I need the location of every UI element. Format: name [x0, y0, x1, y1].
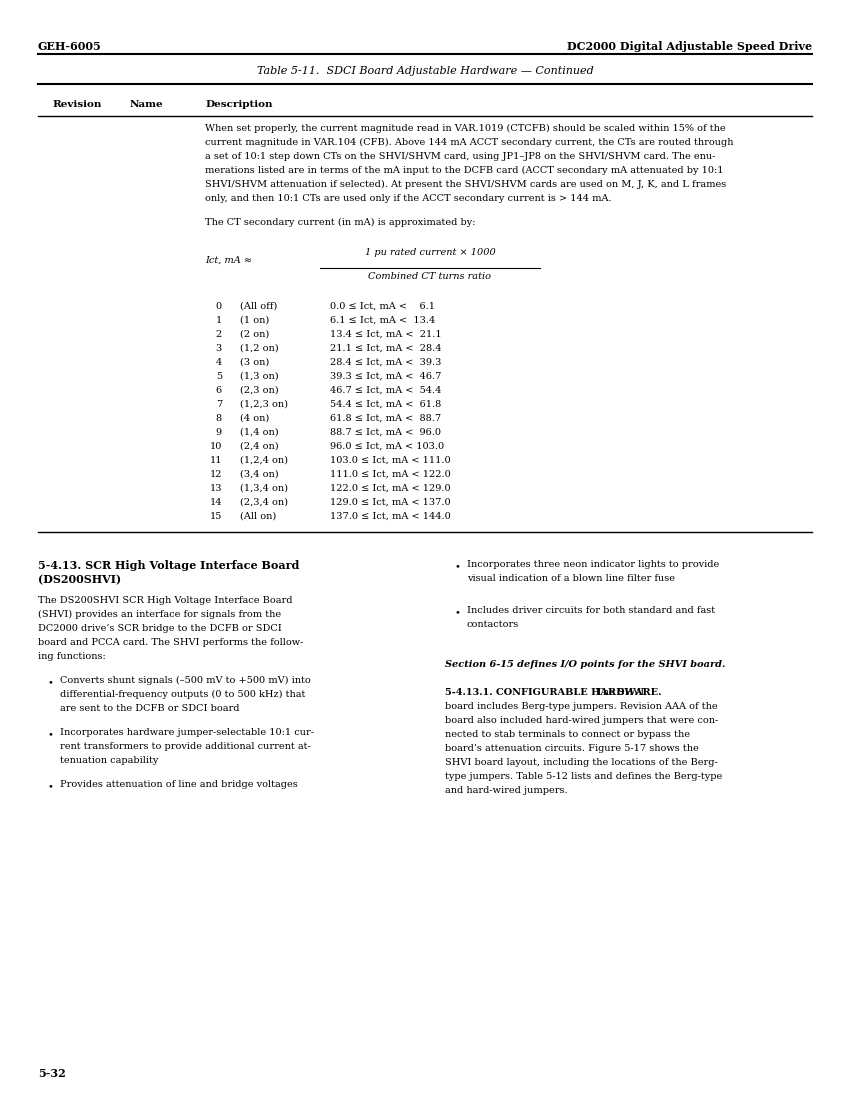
- Text: 10: 10: [210, 442, 222, 451]
- Text: (4 on): (4 on): [240, 414, 269, 424]
- Text: and hard-wired jumpers.: and hard-wired jumpers.: [445, 786, 568, 795]
- Text: Revision: Revision: [52, 100, 101, 109]
- Text: 15: 15: [210, 512, 222, 521]
- Text: 9: 9: [216, 428, 222, 437]
- Text: board and PCCA card. The SHVI performs the follow-: board and PCCA card. The SHVI performs t…: [38, 638, 303, 647]
- Text: type jumpers. Table 5-12 lists and defines the Berg-type: type jumpers. Table 5-12 lists and defin…: [445, 772, 722, 781]
- Text: (All on): (All on): [240, 512, 276, 521]
- Text: (DS200SHVI): (DS200SHVI): [38, 574, 121, 585]
- Text: (2,4 on): (2,4 on): [240, 442, 279, 451]
- Text: 28.4 ≤ Ict, mA <  39.3: 28.4 ≤ Ict, mA < 39.3: [330, 358, 441, 367]
- Text: (2,3 on): (2,3 on): [240, 386, 279, 395]
- Text: 5-4.13. SCR High Voltage Interface Board: 5-4.13. SCR High Voltage Interface Board: [38, 560, 299, 571]
- Text: The CT secondary current (in mA) is approximated by:: The CT secondary current (in mA) is appr…: [205, 218, 475, 227]
- Text: a set of 10:1 step down CTs on the SHVI/SHVM card, using JP1–JP8 on the SHVI/SHV: a set of 10:1 step down CTs on the SHVI/…: [205, 152, 716, 161]
- Text: (1,4 on): (1,4 on): [240, 428, 279, 437]
- Text: 0.0 ≤ Ict, mA <    6.1: 0.0 ≤ Ict, mA < 6.1: [330, 302, 435, 311]
- Text: are sent to the DCFB or SDCI board: are sent to the DCFB or SDCI board: [60, 704, 240, 713]
- Text: DC2000 Digital Adjustable Speed Drive: DC2000 Digital Adjustable Speed Drive: [567, 41, 812, 52]
- Text: GEH-6005: GEH-6005: [38, 41, 102, 52]
- Text: •: •: [48, 730, 54, 739]
- Text: 129.0 ≤ Ict, mA < 137.0: 129.0 ≤ Ict, mA < 137.0: [330, 498, 450, 507]
- Text: differential-frequency outputs (0 to 500 kHz) that: differential-frequency outputs (0 to 500…: [60, 690, 305, 700]
- Text: contactors: contactors: [467, 620, 519, 629]
- Text: 88.7 ≤ Ict, mA <  96.0: 88.7 ≤ Ict, mA < 96.0: [330, 428, 441, 437]
- Text: 6: 6: [216, 386, 222, 395]
- Text: The DS200SHVI SCR High Voltage Interface Board: The DS200SHVI SCR High Voltage Interface…: [38, 596, 292, 605]
- Text: SHVI/SHVM attenuation if selected). At present the SHVI/SHVM cards are used on M: SHVI/SHVM attenuation if selected). At p…: [205, 180, 726, 189]
- Text: current magnitude in VAR.104 (CFB). Above 144 mA ACCT secondary current, the CTs: current magnitude in VAR.104 (CFB). Abov…: [205, 138, 734, 147]
- Text: 12: 12: [209, 470, 222, 478]
- Text: 13.4 ≤ Ict, mA <  21.1: 13.4 ≤ Ict, mA < 21.1: [330, 330, 442, 339]
- Text: 0: 0: [216, 302, 222, 311]
- Text: visual indication of a blown line filter fuse: visual indication of a blown line filter…: [467, 574, 675, 583]
- Text: 1: 1: [216, 316, 222, 324]
- Text: board includes Berg-type jumpers. Revision AAA of the: board includes Berg-type jumpers. Revisi…: [445, 702, 717, 711]
- Text: Description: Description: [205, 100, 273, 109]
- Text: 3: 3: [216, 344, 222, 353]
- Text: 13: 13: [209, 484, 222, 493]
- Text: (1,2 on): (1,2 on): [240, 344, 279, 353]
- Text: 21.1 ≤ Ict, mA <  28.4: 21.1 ≤ Ict, mA < 28.4: [330, 344, 441, 353]
- Text: board’s attenuation circuits. Figure 5-17 shows the: board’s attenuation circuits. Figure 5-1…: [445, 744, 699, 754]
- Text: DC2000 drive’s SCR bridge to the DCFB or SDCI: DC2000 drive’s SCR bridge to the DCFB or…: [38, 624, 281, 632]
- Text: 39.3 ≤ Ict, mA <  46.7: 39.3 ≤ Ict, mA < 46.7: [330, 372, 441, 381]
- Text: (3 on): (3 on): [240, 358, 269, 367]
- Text: Name: Name: [130, 100, 163, 109]
- Text: 96.0 ≤ Ict, mA < 103.0: 96.0 ≤ Ict, mA < 103.0: [330, 442, 444, 451]
- Text: Incorporates hardware jumper-selectable 10:1 cur-: Incorporates hardware jumper-selectable …: [60, 728, 314, 737]
- Text: •: •: [455, 562, 461, 571]
- Text: 111.0 ≤ Ict, mA < 122.0: 111.0 ≤ Ict, mA < 122.0: [330, 470, 450, 478]
- Text: 46.7 ≤ Ict, mA <  54.4: 46.7 ≤ Ict, mA < 54.4: [330, 386, 441, 395]
- Text: The SHVI: The SHVI: [593, 688, 644, 697]
- Text: Table 5-11.  SDCI Board Adjustable Hardware — Continued: Table 5-11. SDCI Board Adjustable Hardwa…: [257, 66, 593, 76]
- Text: •: •: [48, 678, 54, 688]
- Text: Provides attenuation of line and bridge voltages: Provides attenuation of line and bridge …: [60, 780, 298, 789]
- Text: (All off): (All off): [240, 302, 277, 311]
- Text: (SHVI) provides an interface for signals from the: (SHVI) provides an interface for signals…: [38, 610, 281, 619]
- Text: (1,3,4 on): (1,3,4 on): [240, 484, 288, 493]
- Text: (3,4 on): (3,4 on): [240, 470, 279, 478]
- Text: tenuation capability: tenuation capability: [60, 756, 158, 764]
- Text: (1 on): (1 on): [240, 316, 269, 324]
- Text: rent transformers to provide additional current at-: rent transformers to provide additional …: [60, 742, 311, 751]
- Text: When set properly, the current magnitude read in VAR.1019 (CTCFB) should be scal: When set properly, the current magnitude…: [205, 124, 726, 133]
- Text: Incorporates three neon indicator lights to provide: Incorporates three neon indicator lights…: [467, 560, 719, 569]
- Text: Combined CT turns ratio: Combined CT turns ratio: [369, 272, 491, 280]
- Text: 122.0 ≤ Ict, mA < 129.0: 122.0 ≤ Ict, mA < 129.0: [330, 484, 450, 493]
- Text: (1,2,3 on): (1,2,3 on): [240, 400, 288, 409]
- Text: nected to stab terminals to connect or bypass the: nected to stab terminals to connect or b…: [445, 730, 690, 739]
- Text: board also included hard-wired jumpers that were con-: board also included hard-wired jumpers t…: [445, 716, 718, 725]
- Text: 103.0 ≤ Ict, mA < 111.0: 103.0 ≤ Ict, mA < 111.0: [330, 456, 450, 465]
- Text: (2,3,4 on): (2,3,4 on): [240, 498, 288, 507]
- Text: merations listed are in terms of the mA input to the DCFB card (ACCT secondary m: merations listed are in terms of the mA …: [205, 166, 723, 175]
- Text: Includes driver circuits for both standard and fast: Includes driver circuits for both standa…: [467, 606, 715, 615]
- Text: •: •: [48, 782, 54, 791]
- Text: 61.8 ≤ Ict, mA <  88.7: 61.8 ≤ Ict, mA < 88.7: [330, 414, 441, 424]
- Text: Section 6-15 defines I/O points for the SHVI board.: Section 6-15 defines I/O points for the …: [445, 660, 725, 669]
- Text: (2 on): (2 on): [240, 330, 269, 339]
- Text: 11: 11: [209, 456, 222, 465]
- Text: 4: 4: [216, 358, 222, 367]
- Text: Converts shunt signals (–500 mV to +500 mV) into: Converts shunt signals (–500 mV to +500 …: [60, 676, 311, 685]
- Text: 5-4.13.1. CONFIGURABLE HARDWARE.: 5-4.13.1. CONFIGURABLE HARDWARE.: [445, 688, 661, 697]
- Text: 54.4 ≤ Ict, mA <  61.8: 54.4 ≤ Ict, mA < 61.8: [330, 400, 441, 409]
- Text: •: •: [455, 608, 461, 617]
- Text: 7: 7: [216, 400, 222, 409]
- Text: Ict, mA ≈: Ict, mA ≈: [205, 256, 252, 265]
- Text: 14: 14: [209, 498, 222, 507]
- Text: 8: 8: [216, 414, 222, 424]
- Text: 5: 5: [216, 372, 222, 381]
- Text: 2: 2: [216, 330, 222, 339]
- Text: 6.1 ≤ Ict, mA <  13.4: 6.1 ≤ Ict, mA < 13.4: [330, 316, 435, 324]
- Text: (1,2,4 on): (1,2,4 on): [240, 456, 288, 465]
- Text: 137.0 ≤ Ict, mA < 144.0: 137.0 ≤ Ict, mA < 144.0: [330, 512, 450, 521]
- Text: 5-32: 5-32: [38, 1068, 65, 1079]
- Text: (1,3 on): (1,3 on): [240, 372, 279, 381]
- Text: 1 pu rated current × 1000: 1 pu rated current × 1000: [365, 248, 496, 257]
- Text: ing functions:: ing functions:: [38, 652, 105, 661]
- Text: SHVI board layout, including the locations of the Berg-: SHVI board layout, including the locatio…: [445, 758, 717, 767]
- Text: only, and then 10:1 CTs are used only if the ACCT secondary current is > 144 mA.: only, and then 10:1 CTs are used only if…: [205, 194, 612, 204]
